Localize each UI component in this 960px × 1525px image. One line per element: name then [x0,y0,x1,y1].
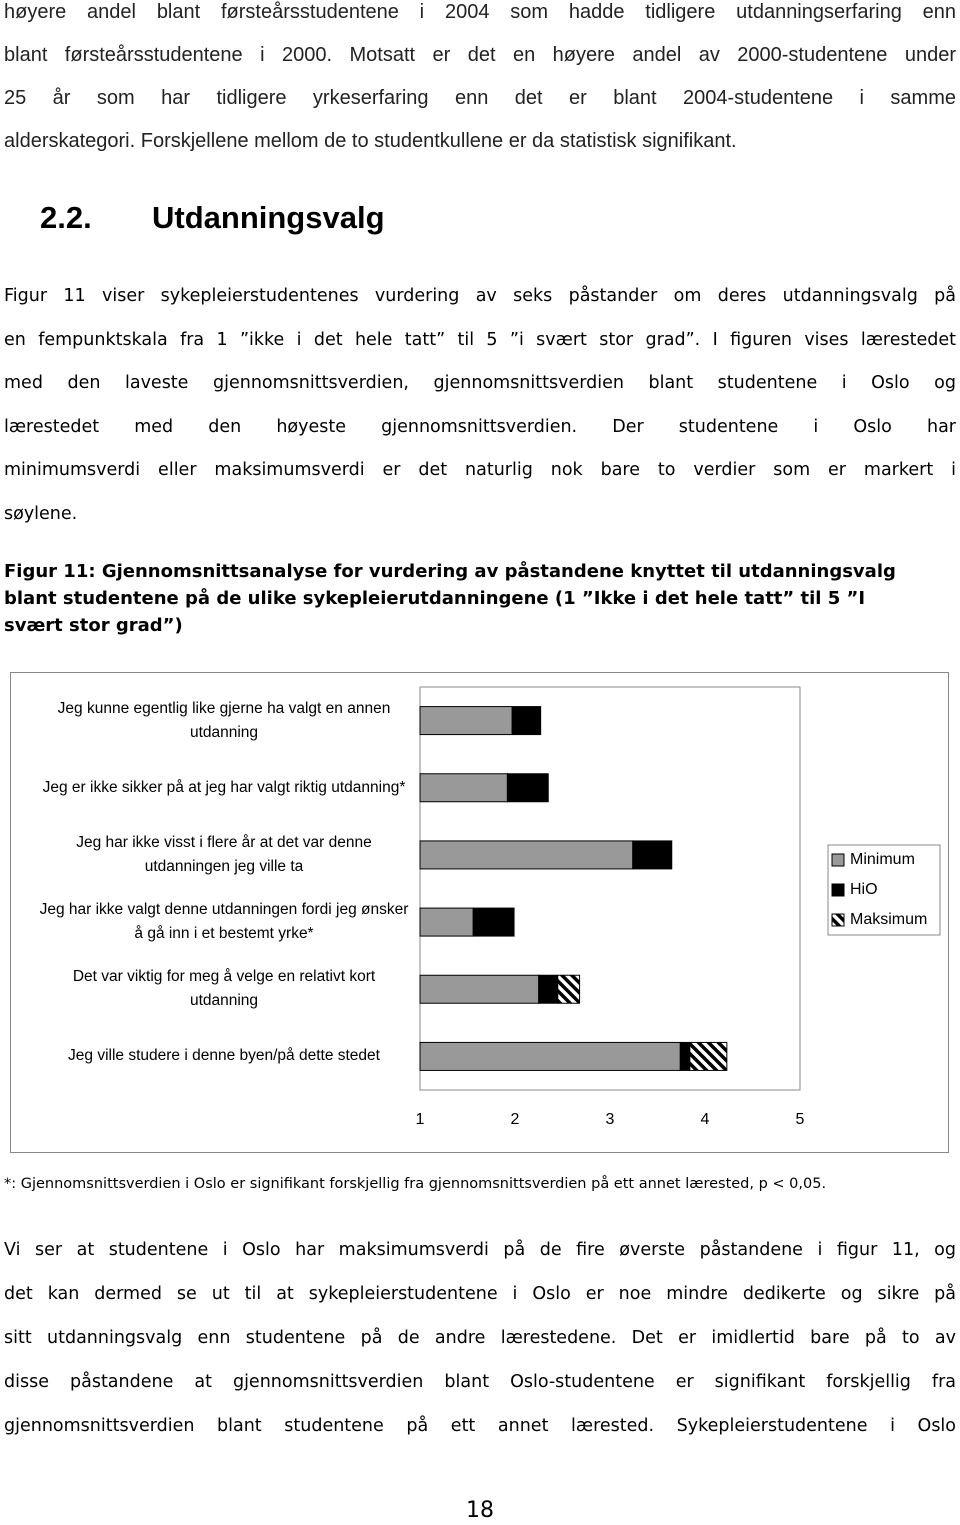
paragraph: Figur 11 viser sykepleierstudentenes vur… [4,275,956,537]
plot-area [419,686,801,1091]
text-line: Figur 11: Gjennomsnittsanalyse for vurde… [4,561,896,582]
bar-segment [689,1041,728,1071]
legend-label: HiO [850,881,878,898]
bar-segment [419,907,474,937]
text-line: disse påstandene at gjennomsnittsverdien… [4,1372,956,1392]
text-line: med den laveste gjennomsnittsverdien, gj… [4,373,956,394]
text-line: gjennomsnittsverdien blant studentene på… [4,1416,956,1436]
bar-segment [632,840,673,870]
figure-caption: Figur 11: Gjennomsnittsanalyse for vurde… [4,558,944,639]
category-label: Jeg er ikke sikker på at jeg har valgt r… [42,778,406,796]
chart-frame [10,672,949,1153]
bar-segment [419,974,540,1004]
category-label: Jeg ville studere i denne byen/på dette … [68,1047,380,1065]
text-line: en fempunktskala fra 1 ”ikke i det hele … [4,329,956,350]
paragraph: Vi ser at studentene i Oslo har maksimum… [4,1228,956,1448]
text-line: sitt utdanningsvalg enn studentene på de… [4,1328,956,1348]
text-line: alderskategori. Forskjellene mellom de t… [4,130,737,152]
x-tick-label: 5 [796,1111,805,1128]
text-line: svært stor grad”) [4,615,183,636]
bar-segment [679,1041,691,1071]
legend-label: Minimum [850,851,915,868]
legend-swatch [831,853,845,867]
intro-paragraph: høyere andel blant førsteårsstudentene i… [4,0,956,163]
text-line: Figur 11 viser sykepleierstudentenes vur… [4,286,956,306]
text-line: blant førsteårsstudentene i 2000. Motsat… [4,44,956,66]
x-tick-label: 3 [606,1111,615,1128]
bar-segment [419,706,513,736]
heading-number: 2.2. [40,200,92,235]
heading-title: Utdanningsvalg [152,200,385,235]
bar-segment [538,974,559,1004]
category-label: Jeg kunne egentlig like gjerne ha valgt … [57,699,391,741]
text-line: det kan dermed se ut til at sykepleierst… [4,1284,956,1304]
text-line: søylene. [4,503,78,524]
legend-label: Maksimum [850,911,927,928]
text-line: blant studentene på de ulike sykepleieru… [4,588,866,609]
text-line: høyere andel blant førsteårsstudentene i… [4,1,956,23]
bar-segment [419,840,634,870]
text-line: Vi ser at studentene i Oslo har maksimum… [4,1240,956,1260]
text-line: lærestedet med den høyeste gjennomsnitts… [4,416,956,437]
x-tick-label: 2 [511,1111,520,1128]
category-label: Det var viktig for meg å velge en relati… [72,968,376,1010]
legend-swatch [831,883,845,897]
category-label: Jeg har ikke valgt denne utdanningen for… [39,901,409,943]
text-line: minimumsverdi eller maksimumsverdi er de… [4,460,956,481]
bar-segment [506,773,549,803]
bar-segment [419,773,508,803]
bar-segment [511,706,542,736]
category-label: Jeg har ikke visst i flere år at det var… [76,833,372,875]
x-tick-label: 1 [416,1111,425,1128]
bar-segment [472,907,515,937]
bar-segment [557,974,581,1004]
legend-swatch [831,913,845,927]
footnote: *: Gjennomsnittsverdien i Oslo er signif… [4,1176,827,1192]
x-tick-label: 4 [701,1111,710,1128]
legend-box [827,844,941,936]
text-line: 25 år som har tidligere yrkeserfaring en… [4,87,956,109]
bar-segment [419,1041,681,1071]
page-number: 18 [466,1498,494,1523]
